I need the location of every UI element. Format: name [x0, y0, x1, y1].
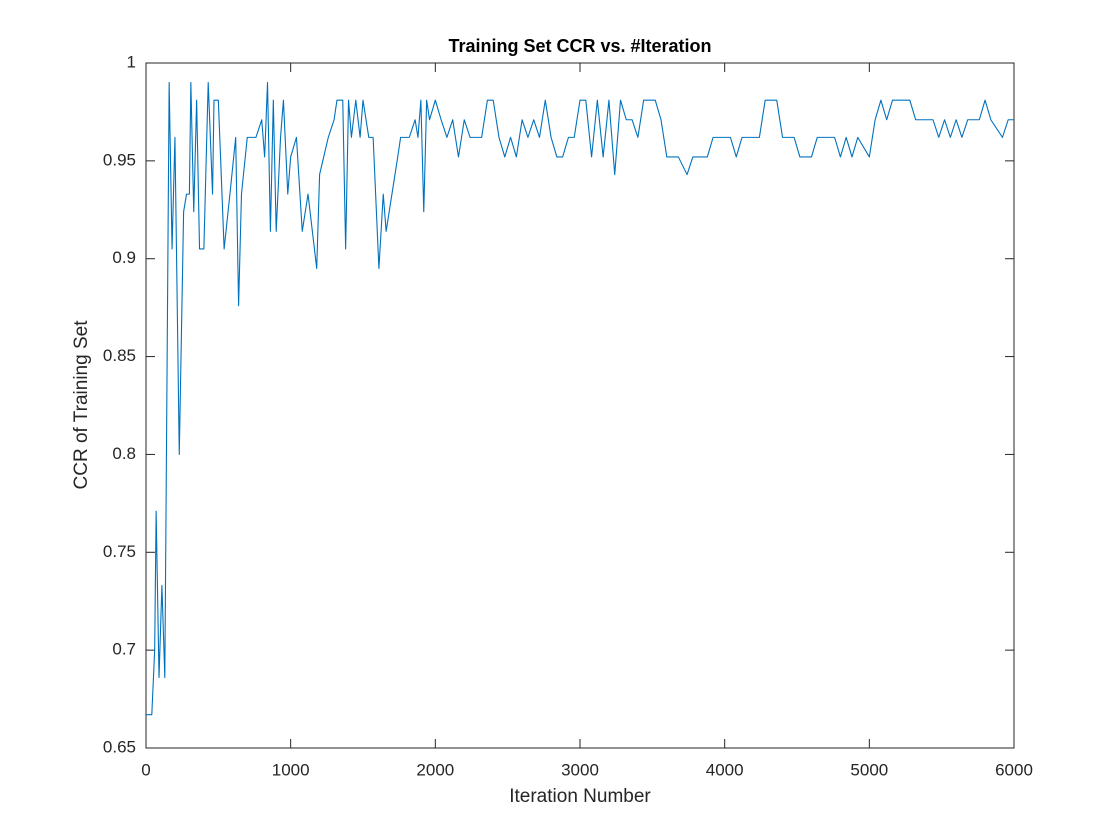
chart-title: Training Set CCR vs. #Iteration — [448, 36, 711, 56]
x-tick-label: 1000 — [272, 760, 310, 779]
x-tick-label: 2000 — [416, 760, 454, 779]
x-tick-label: 3000 — [561, 760, 599, 779]
y-tick-label: 0.65 — [103, 737, 136, 756]
y-tick-label: 0.75 — [103, 542, 136, 561]
data-line — [146, 82, 1014, 716]
y-axis-label: CCR of Training Set — [71, 320, 92, 490]
y-tick-label: 0.9 — [112, 248, 136, 267]
x-axis-label: Iteration Number — [509, 786, 651, 807]
x-tick-label: 5000 — [850, 760, 888, 779]
axes-box — [145, 62, 1015, 749]
y-tick-label: 0.8 — [112, 444, 136, 463]
y-tick-label: 0.85 — [103, 346, 136, 365]
x-tick-label: 6000 — [995, 760, 1033, 779]
y-tick-label: 0.95 — [103, 150, 136, 169]
x-tick-label: 0 — [141, 760, 150, 779]
y-tick-label: 0.7 — [112, 640, 136, 659]
x-tick-label: 4000 — [706, 760, 744, 779]
y-tick-label: 1 — [127, 52, 136, 71]
